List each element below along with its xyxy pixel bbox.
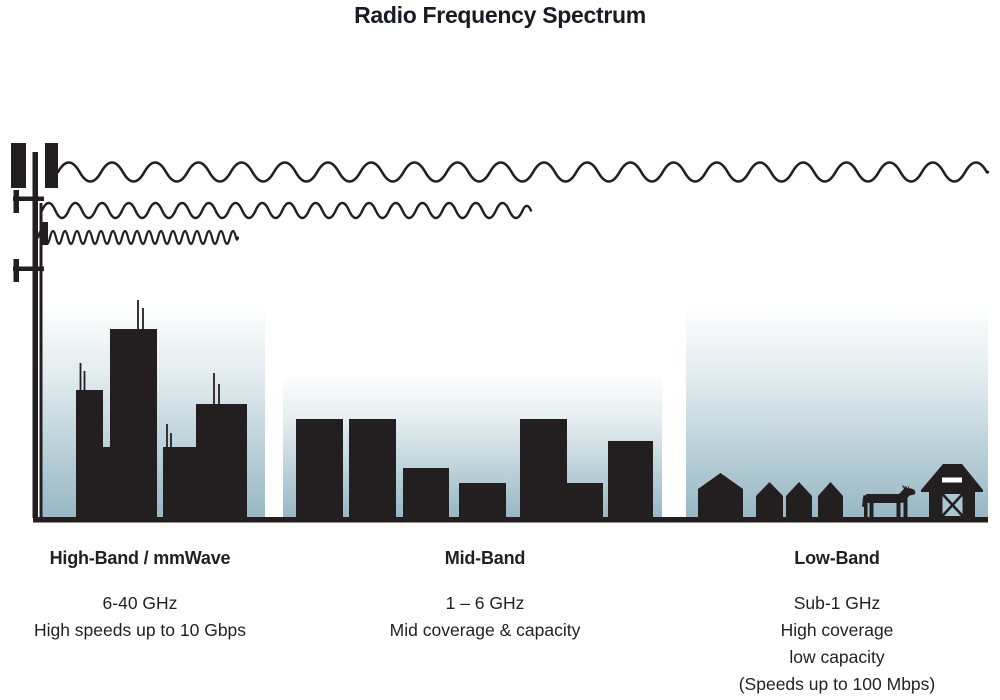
- band-detail: low capacity: [789, 647, 885, 667]
- mid-band-caption: Mid-Band 1 – 6 GHz Mid coverage & capaci…: [355, 548, 615, 644]
- house-icon: [818, 482, 843, 518]
- band-detail: Mid coverage & capacity: [389, 620, 581, 640]
- low-band-caption: Low-Band Sub-1 GHz High coverage low cap…: [707, 548, 967, 698]
- low-frequency-wave: [56, 161, 990, 183]
- building-icon: [110, 329, 157, 518]
- page-title: Radio Frequency Spectrum: [354, 2, 646, 28]
- building-icon: [567, 483, 603, 518]
- rooftop-antennas: [79, 300, 220, 447]
- building-icon: [196, 404, 247, 518]
- band-frequency: 6-40 GHz: [102, 593, 178, 613]
- building-icon: [459, 483, 506, 518]
- band-frequency: 1 – 6 GHz: [445, 593, 525, 613]
- mid-frequency-wave: [40, 201, 533, 220]
- building-icon: [163, 447, 196, 518]
- barn-icon: [921, 464, 983, 518]
- building-icon: [608, 441, 653, 518]
- house-icon: [756, 482, 783, 518]
- high-band-skyline: [76, 300, 247, 518]
- building-icon: [403, 468, 449, 518]
- building-icon: [520, 419, 567, 518]
- band-detail: High speeds up to 10 Gbps: [33, 620, 247, 640]
- house-icon: [698, 473, 743, 518]
- cow-icon: [862, 485, 916, 518]
- band-name: High-Band / mmWave: [49, 548, 231, 568]
- building-icon: [349, 419, 396, 518]
- spectrum-illustration: [11, 143, 990, 523]
- band-name: Mid-Band: [444, 548, 526, 568]
- building-icon: [102, 447, 110, 518]
- building-icon: [76, 390, 103, 518]
- ground-line: [33, 517, 988, 523]
- band-frequency: Sub-1 GHz: [793, 593, 881, 613]
- cell-tower-icon: [11, 143, 58, 518]
- low-band-farm-scene: [698, 464, 983, 518]
- high-band-caption: High-Band / mmWave 6-40 GHz High speeds …: [10, 548, 270, 644]
- building-icon: [296, 419, 343, 518]
- house-icon: [786, 482, 812, 518]
- high-frequency-wave: [36, 229, 240, 246]
- band-detail: High coverage: [780, 620, 894, 640]
- band-name: Low-Band: [794, 548, 880, 568]
- band-detail: (Speeds up to 100 Mbps): [738, 674, 936, 694]
- mid-band-skyline: [296, 419, 653, 518]
